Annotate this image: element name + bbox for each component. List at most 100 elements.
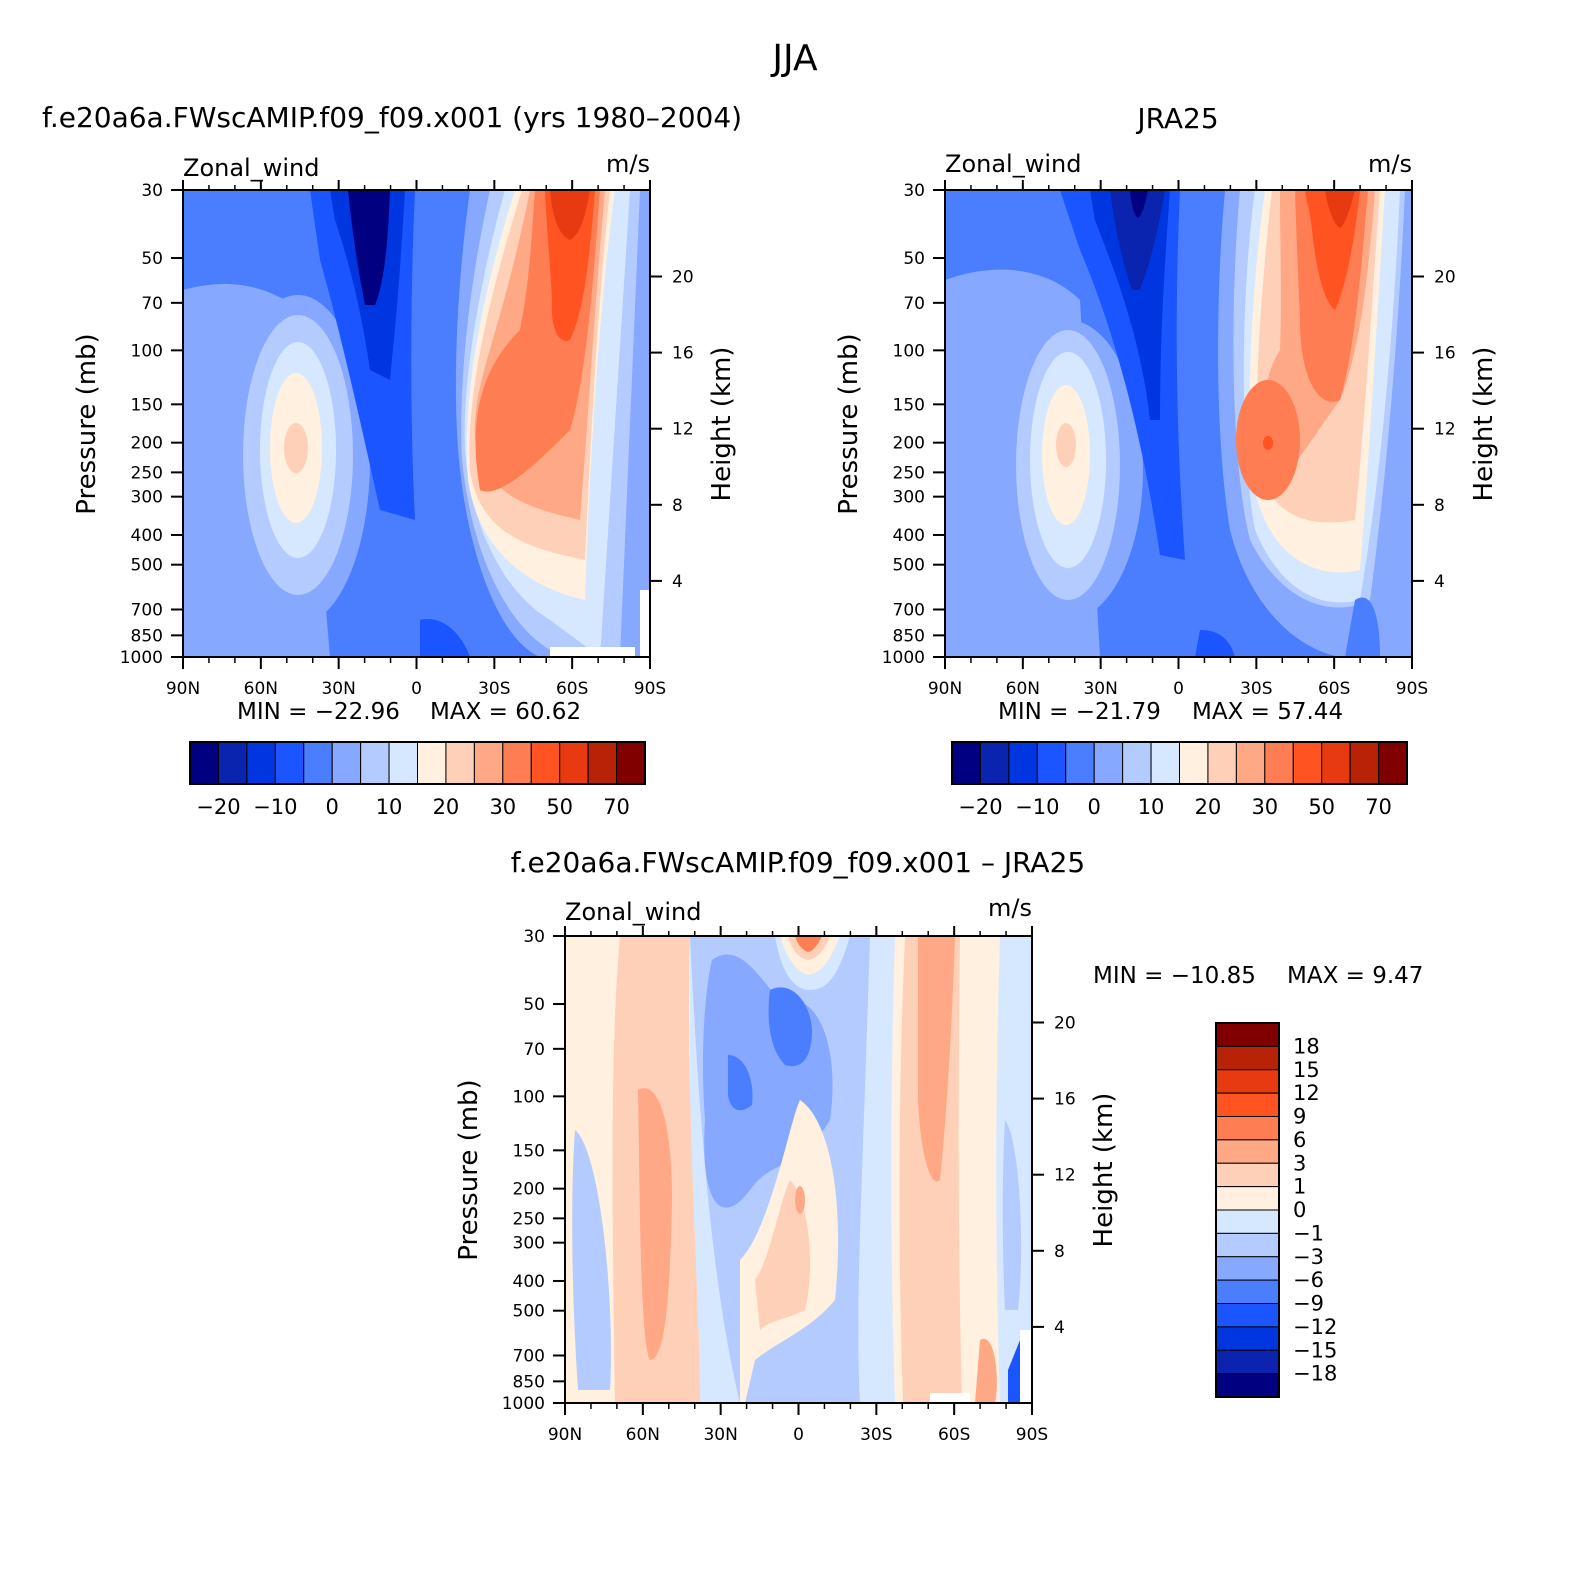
colorbar-swatch bbox=[1215, 1092, 1280, 1117]
y2-tick-label: 12 bbox=[1054, 1166, 1076, 1186]
panel-obs-min: MIN = −21.79 bbox=[998, 699, 1161, 725]
colorbar-swatch bbox=[616, 741, 646, 785]
y2-tick-label: 16 bbox=[1054, 1090, 1076, 1110]
colorbar-frame bbox=[1215, 1022, 1280, 1398]
x-tick-label: 30S bbox=[860, 1425, 892, 1445]
y-tick-label: 150 bbox=[131, 395, 163, 415]
y-tick-label: 400 bbox=[513, 1272, 545, 1292]
colorbar-label: 70 bbox=[603, 795, 630, 819]
colorbar-swatch bbox=[1215, 1303, 1280, 1328]
x-tick-label: 30N bbox=[321, 679, 355, 699]
colorbar-swatch bbox=[1235, 741, 1266, 785]
x-tick-label: 60N bbox=[244, 679, 278, 699]
colorbar-swatch bbox=[1215, 1186, 1280, 1211]
y2-tick-label: 20 bbox=[1434, 267, 1456, 287]
colorbar-label: −20 bbox=[196, 795, 240, 819]
panel-diff-field bbox=[565, 936, 1032, 1403]
colorbar-swatch bbox=[1215, 1069, 1280, 1094]
colorbar-label: 18 bbox=[1293, 1034, 1320, 1058]
panel-obs-ylabel: Pressure (mb) bbox=[834, 333, 864, 514]
y2-tick-label: 12 bbox=[1434, 420, 1456, 440]
x-tick-label: 30N bbox=[703, 1425, 737, 1445]
y-tick-label: 700 bbox=[893, 600, 925, 620]
panel-model-title: f.e20a6a.FWscAMIP.f09_f09.x001 (yrs 1980… bbox=[42, 101, 742, 134]
colorbar-label: −20 bbox=[958, 795, 1002, 819]
colorbar-label: 50 bbox=[1308, 795, 1335, 819]
colorbar-label: 30 bbox=[1251, 795, 1278, 819]
colorbar-label: 6 bbox=[1293, 1128, 1306, 1152]
y-tick-label: 50 bbox=[141, 249, 163, 269]
y-tick-label: 850 bbox=[513, 1372, 545, 1392]
x-tick-label: 30N bbox=[1083, 679, 1117, 699]
colorbar-swatch bbox=[417, 741, 447, 785]
y-tick-label: 100 bbox=[131, 341, 163, 361]
colorbar-swatch bbox=[1215, 1326, 1280, 1351]
x-tick-label: 30S bbox=[1240, 679, 1272, 699]
x-tick-label: 90S bbox=[1016, 1425, 1048, 1445]
panel-diff-min: MIN = −10.85 bbox=[1093, 963, 1256, 989]
colorbar-swatch bbox=[587, 741, 618, 785]
y2-tick-label: 8 bbox=[1434, 496, 1445, 516]
panel-obs-left-label: Zonal_wind bbox=[945, 150, 1081, 178]
colorbar-label: −1 bbox=[1293, 1221, 1324, 1245]
y-tick-label: 500 bbox=[513, 1302, 545, 1322]
colorbar-swatch bbox=[360, 741, 390, 785]
y-tick-label: 50 bbox=[523, 995, 545, 1015]
colorbar-swatch bbox=[1065, 741, 1095, 785]
y-tick-label: 300 bbox=[513, 1234, 545, 1254]
colorbar-label: 9 bbox=[1293, 1105, 1306, 1129]
panel-model-left-label: Zonal_wind bbox=[183, 154, 319, 182]
colorbar-swatch bbox=[1215, 1279, 1280, 1304]
colorbar-swatch bbox=[1321, 741, 1351, 785]
y-tick-label: 300 bbox=[893, 488, 925, 508]
colorbar-swatch bbox=[1264, 741, 1294, 785]
y-tick-label: 250 bbox=[513, 1209, 545, 1229]
colorbar-swatch bbox=[1378, 741, 1408, 785]
colorbar-swatch bbox=[1179, 741, 1209, 785]
colorbar-label: 20 bbox=[433, 795, 460, 819]
y-tick-label: 850 bbox=[893, 626, 925, 646]
colorbar-swatch bbox=[1349, 741, 1380, 785]
colorbar-swatch bbox=[1036, 741, 1067, 785]
y-tick-label: 200 bbox=[513, 1180, 545, 1200]
colorbar-label: 10 bbox=[1138, 795, 1165, 819]
x-tick-label: 30S bbox=[478, 679, 510, 699]
y2-tick-label: 16 bbox=[672, 344, 694, 364]
colorbar-swatch bbox=[217, 741, 248, 785]
y2-tick-label: 20 bbox=[1054, 1013, 1076, 1033]
colorbar-frame bbox=[951, 741, 1408, 785]
y2-tick-label: 4 bbox=[1054, 1318, 1065, 1338]
panel-model-min: MIN = −22.96 bbox=[237, 699, 400, 725]
colorbar-label: 0 bbox=[326, 795, 339, 819]
y-tick-label: 30 bbox=[141, 181, 163, 201]
colorbar-label: −9 bbox=[1293, 1292, 1324, 1316]
panel-model-ylabel: Pressure (mb) bbox=[72, 333, 102, 514]
y-tick-label: 700 bbox=[131, 600, 163, 620]
x-tick-label: 0 bbox=[411, 679, 422, 699]
panel-diff-right-label: m/s bbox=[988, 894, 1032, 922]
y-tick-label: 500 bbox=[893, 556, 925, 576]
colorbar-swatch bbox=[559, 741, 589, 785]
x-tick-label: 90N bbox=[928, 679, 962, 699]
x-tick-label: 90N bbox=[166, 679, 200, 699]
x-tick-label: 60S bbox=[556, 679, 588, 699]
y-tick-label: 70 bbox=[523, 1040, 545, 1060]
colorbar-swatch bbox=[1215, 1349, 1280, 1375]
panel-diff-title: f.e20a6a.FWscAMIP.f09_f09.x001 – JRA25 bbox=[511, 846, 1085, 879]
y2-tick-label: 16 bbox=[1434, 344, 1456, 364]
colorbar-swatch bbox=[979, 741, 1010, 785]
y-tick-label: 30 bbox=[903, 181, 925, 201]
colorbar-swatch bbox=[530, 741, 561, 785]
colorbar-label: −15 bbox=[1293, 1338, 1337, 1362]
colorbar-swatch bbox=[1215, 1045, 1280, 1071]
y-tick-label: 300 bbox=[131, 488, 163, 508]
x-tick-label: 0 bbox=[793, 1425, 804, 1445]
colorbar-label: 0 bbox=[1293, 1198, 1306, 1222]
colorbar-swatch bbox=[1215, 1162, 1280, 1188]
panel-diff-max: MAX = 9.47 bbox=[1287, 963, 1423, 989]
panel-model-field bbox=[183, 190, 650, 657]
colorbar-swatch bbox=[1292, 741, 1323, 785]
colorbar-label: 12 bbox=[1293, 1081, 1320, 1105]
colorbar-swatch bbox=[1207, 741, 1237, 785]
